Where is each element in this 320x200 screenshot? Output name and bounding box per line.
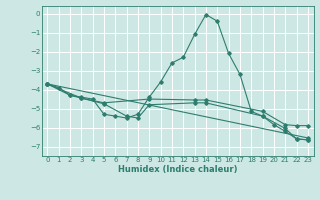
X-axis label: Humidex (Indice chaleur): Humidex (Indice chaleur) — [118, 165, 237, 174]
